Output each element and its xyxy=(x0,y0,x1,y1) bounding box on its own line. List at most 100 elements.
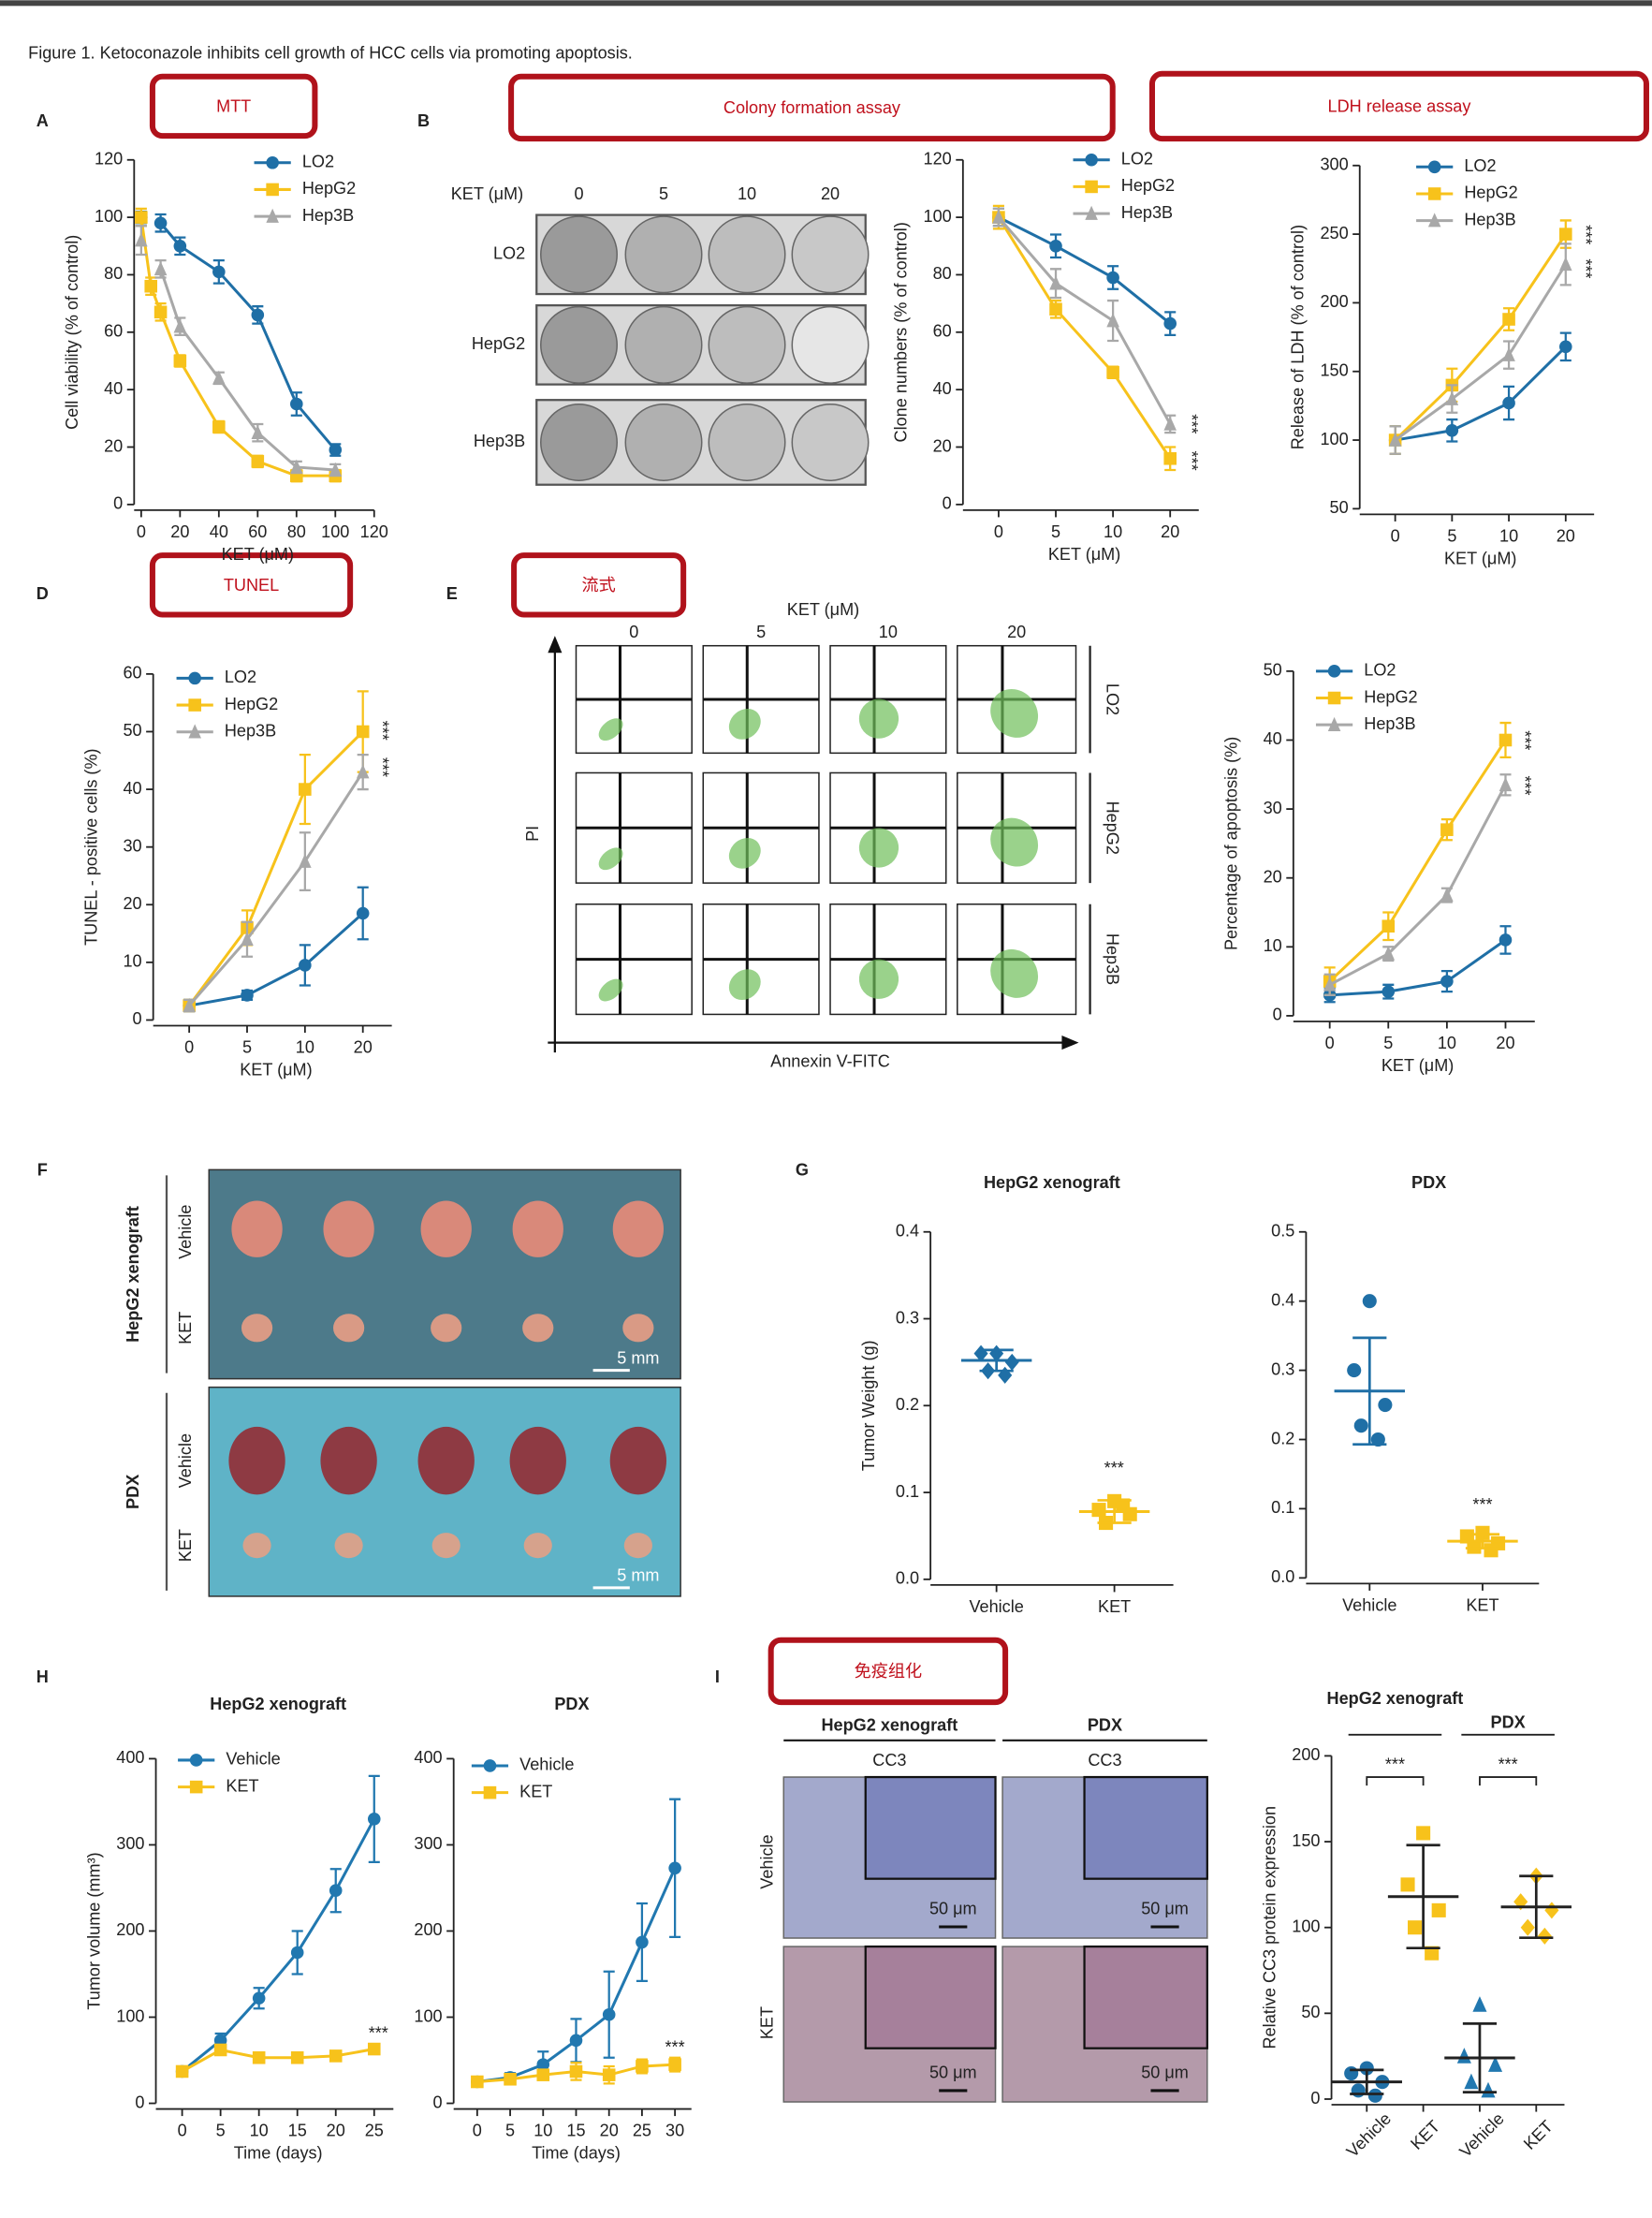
flow-cloud xyxy=(598,978,623,1002)
sd-bar xyxy=(1462,2021,1498,2094)
flow-column: 0 xyxy=(629,623,638,641)
marker xyxy=(212,370,226,385)
y-tick-label: 0 xyxy=(1273,1006,1282,1024)
sd-bar xyxy=(979,1348,1014,1373)
marker xyxy=(266,183,279,197)
marker xyxy=(668,2058,681,2071)
x-tick-label: 20 xyxy=(170,522,189,541)
legend-label: Hep3B xyxy=(225,721,276,740)
y-tick-label: 60 xyxy=(104,322,123,341)
y-tick-label: 80 xyxy=(104,264,123,283)
marker xyxy=(1163,451,1177,465)
y-tick-label: 40 xyxy=(123,779,141,798)
marker xyxy=(1085,205,1098,220)
bracket xyxy=(1479,1776,1538,1786)
marker xyxy=(569,2034,583,2048)
scale-label: 50 μm xyxy=(1141,1900,1189,1918)
marker xyxy=(252,1991,266,2005)
marker xyxy=(1559,340,1572,354)
red-label: MTT xyxy=(216,97,251,116)
series-line xyxy=(997,216,1172,460)
series-line xyxy=(1328,739,1507,983)
legend-label: LO2 xyxy=(302,153,334,171)
marker xyxy=(1400,1877,1415,1892)
flow-cloud xyxy=(990,688,1039,738)
marker xyxy=(251,455,265,468)
panel-letter: H xyxy=(37,1667,49,1686)
x-tick-label: 20 xyxy=(1161,522,1179,541)
y-tick-label: 300 xyxy=(414,1834,442,1853)
y-tick-label: 0 xyxy=(433,2093,443,2111)
x-tick-label: 15 xyxy=(288,2121,307,2139)
colony-column: 5 xyxy=(659,184,668,203)
colony-well xyxy=(791,215,870,294)
x-axis-label: KET (μM) xyxy=(222,545,294,564)
y-tick-label: 50 xyxy=(1301,2003,1320,2021)
legend-label: HepG2 xyxy=(302,179,356,198)
marker xyxy=(1382,946,1396,961)
top-bar xyxy=(0,0,1652,7)
x-tick-label: 100 xyxy=(321,522,349,541)
x-tick-label: 5 xyxy=(1447,526,1456,545)
x-axis-label: KET (μM) xyxy=(240,1061,312,1080)
series-line xyxy=(188,912,364,1007)
marker xyxy=(189,1754,203,1767)
x-tick-label: 10 xyxy=(250,2121,269,2139)
marker xyxy=(1475,1525,1490,1540)
marker xyxy=(290,1946,304,1960)
legend-label: LO2 xyxy=(1364,661,1396,680)
x-tick-label: 25 xyxy=(633,2121,651,2139)
marker xyxy=(1116,1498,1131,1513)
marker xyxy=(251,424,265,439)
x-axis-label: KET (μM) xyxy=(1444,549,1516,567)
colony-well xyxy=(791,305,870,384)
marker xyxy=(1388,432,1402,447)
y-tick-label: 20 xyxy=(1264,867,1282,886)
marker xyxy=(504,2072,517,2086)
marker xyxy=(483,1785,497,1799)
tumor xyxy=(512,1200,563,1257)
x-axis-label: Time (days) xyxy=(234,2144,323,2163)
marker xyxy=(1481,2081,1496,2098)
marker xyxy=(1362,1294,1377,1309)
flow-column: 20 xyxy=(1007,623,1026,641)
colony-well xyxy=(540,215,618,294)
marker xyxy=(1425,1946,1440,1961)
y-tick-label: 40 xyxy=(104,379,123,398)
y-tick-label: 0 xyxy=(943,494,952,513)
marker xyxy=(1327,716,1341,731)
y-tick-label: 250 xyxy=(1320,224,1348,242)
y-tick-label: 200 xyxy=(1320,292,1348,311)
y-tick-label: 0 xyxy=(1310,2089,1320,2108)
annotation: *** xyxy=(369,2023,388,2042)
marker xyxy=(1085,180,1098,194)
marker xyxy=(1049,302,1062,316)
legend-label: Hep3B xyxy=(1464,210,1515,228)
stain-label: CC3 xyxy=(872,1751,906,1770)
y-axis-label: Clone numbers (% of control) xyxy=(892,222,911,442)
x-tick-label: 10 xyxy=(1438,1034,1456,1052)
y-tick-label: 200 xyxy=(1292,1745,1320,1764)
chart-title: HepG2 xenograft xyxy=(984,1173,1120,1192)
x-tick-label: 10 xyxy=(1104,522,1122,541)
colony-well xyxy=(624,305,703,384)
marker xyxy=(356,764,370,779)
marker xyxy=(299,959,312,972)
marker xyxy=(212,265,226,279)
y-tick-label: 50 xyxy=(1264,661,1282,680)
y-tick-label: 100 xyxy=(95,207,123,226)
y-axis-label: Cell viability (% of control) xyxy=(63,235,81,430)
legend-label: LO2 xyxy=(1464,156,1496,175)
series-line xyxy=(187,730,364,1006)
annotation: *** xyxy=(1472,1495,1492,1514)
marker xyxy=(1498,777,1513,792)
tumor xyxy=(612,1200,665,1257)
y-tick-label: 0.3 xyxy=(896,1308,919,1327)
colony-column: 10 xyxy=(738,184,756,203)
marker xyxy=(329,2049,343,2063)
flow-row: LO2 xyxy=(1103,683,1121,715)
marker xyxy=(1427,160,1441,174)
x-tick-label: KET xyxy=(1466,1595,1498,1614)
marker xyxy=(1106,313,1119,328)
